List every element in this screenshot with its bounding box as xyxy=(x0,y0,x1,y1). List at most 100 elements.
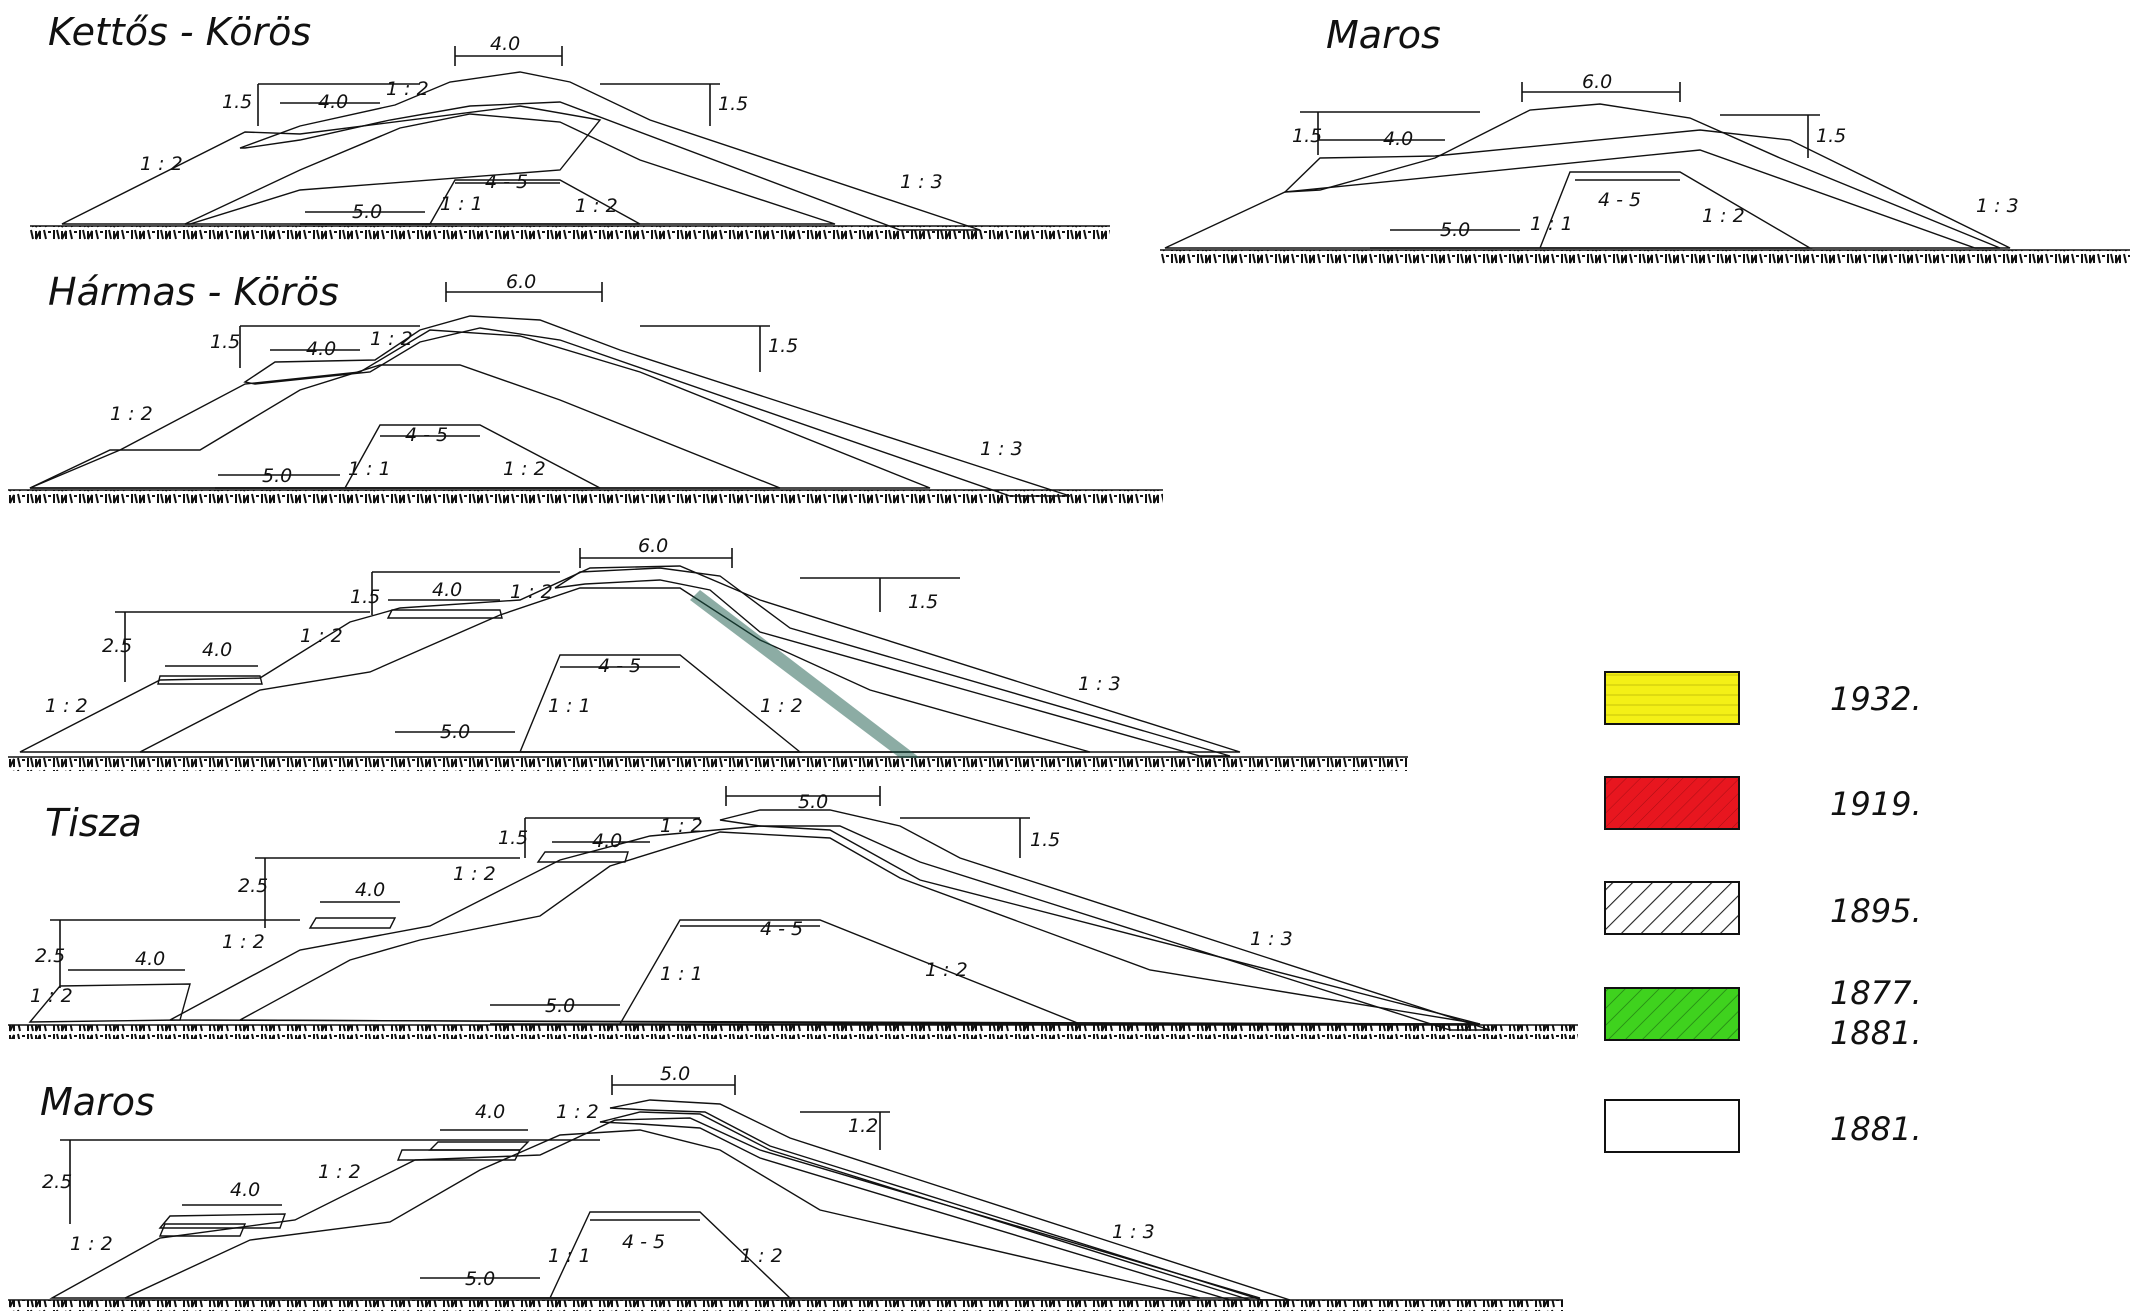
dim-right-height: 1.5 xyxy=(1816,125,1846,147)
layer-1895 xyxy=(1283,129,2011,249)
dim-base-width: 5.0 xyxy=(352,201,382,223)
layer-1895 xyxy=(19,565,1241,753)
section-maros-bottom: Maros 5.0 4.0 4.0 2.5 1.2 5.0 4 - 5 1 : … xyxy=(8,1063,1563,1311)
layer-1919 xyxy=(599,1111,1251,1301)
slope-label: 1 : 3 xyxy=(900,171,943,193)
legend-swatch-1881 xyxy=(1604,1099,1740,1153)
layer-1881-core xyxy=(490,919,1081,1025)
legend-item-1895: 1895. xyxy=(1604,881,1922,935)
layer-1919 xyxy=(239,71,981,231)
slope-label: 1 : 2 xyxy=(300,625,343,647)
dim-berm-width: 4.0 xyxy=(306,338,336,360)
slope-label: 1 : 1 xyxy=(348,458,391,480)
legend-item-1932: 1932. xyxy=(1604,671,1922,725)
slope-label: 1 : 2 xyxy=(222,931,265,953)
slope-label: 1 : 2 xyxy=(740,1245,783,1267)
section-maros-top: Maros 6.0 4.0 1.5 1.5 5.0 4 - 5 1 : 1 1 … xyxy=(1160,13,2130,264)
slope-label: 1 : 2 xyxy=(370,328,413,350)
dim-base-width: 5.0 xyxy=(545,995,575,1017)
slope-label: 1 : 3 xyxy=(1976,195,2019,217)
dim-berm-height: 1.5 xyxy=(350,586,380,608)
legend: 1932. 1919. 1895. 1877. 1881. 1881. xyxy=(1604,671,1922,1153)
section-middle: 6.0 4.0 1.5 4.0 2.5 1.5 5.0 4 - 5 1 : 2 … xyxy=(8,535,1408,771)
dim-berm-height: 1.5 xyxy=(498,827,528,849)
legend-swatch-1877-1881 xyxy=(1604,987,1740,1041)
dim-berm-width: 4.0 xyxy=(432,579,462,601)
legend-label-1932: 1932. xyxy=(1830,680,1922,718)
slope-label: 1 : 2 xyxy=(660,815,703,837)
dim-crest-width: 6.0 xyxy=(638,535,668,557)
layer-1919 xyxy=(157,675,263,685)
section-kettos-koros: Kettős - Körös 4.0 4.0 1.5 1.5 5.0 4 - 5… xyxy=(30,10,1110,240)
dim-base-width: 5.0 xyxy=(465,1268,495,1290)
dim-berm-height: 1.5 xyxy=(1292,125,1322,147)
legend-label-1877: 1877. xyxy=(1830,974,1922,1012)
slope-label: 1 : 2 xyxy=(110,403,153,425)
dim-berm2-height: 2.5 xyxy=(42,1171,72,1193)
section-title: Kettős - Körös xyxy=(48,10,311,54)
slope-label: 1 : 2 xyxy=(70,1233,113,1255)
layer-1919 xyxy=(386,609,503,619)
dim-berm-width: 4.0 xyxy=(1383,128,1413,150)
dim-core-width: 4 - 5 xyxy=(760,918,803,940)
layer-1877-1881 xyxy=(124,1129,1201,1299)
slope-label: 1 : 2 xyxy=(1702,205,1745,227)
layer-1877-1881 xyxy=(29,364,781,489)
dim-right-height: 1.5 xyxy=(908,591,938,613)
slope-label: 1 : 2 xyxy=(45,695,88,717)
layer-1895 xyxy=(169,825,1481,1025)
slope-label: 1 : 2 xyxy=(510,581,553,603)
layer-1877-1881 xyxy=(1164,103,2001,249)
slope-label: 1 : 2 xyxy=(556,1101,599,1123)
slope-label: 1 : 2 xyxy=(760,695,803,717)
slope-label: 1 : 2 xyxy=(453,863,496,885)
dim-berm2-height: 2.5 xyxy=(102,635,132,657)
layer-1895 xyxy=(61,105,602,225)
layer-1881-core xyxy=(410,1211,792,1299)
layer-1932 xyxy=(428,1141,530,1151)
legend-item-1919: 1919. xyxy=(1604,776,1922,830)
dim-berm2-width: 4.0 xyxy=(202,639,232,661)
section-title: Tisza xyxy=(45,801,142,845)
dim-crest-width: 6.0 xyxy=(1582,71,1612,93)
layer-1919 xyxy=(158,1223,247,1237)
dim-berm3-width: 4.0 xyxy=(135,948,165,970)
dim-right-height: 1.5 xyxy=(718,93,748,115)
layer-1919 xyxy=(536,851,629,863)
section-title: Hármas - Körös xyxy=(48,270,339,314)
slope-label: 1 : 2 xyxy=(318,1161,361,1183)
ground-line xyxy=(1160,250,2130,264)
legend-label-1881: 1881. xyxy=(1830,1110,1922,1148)
slope-label: 1 : 1 xyxy=(440,193,483,215)
section-title: Maros xyxy=(40,1080,155,1124)
layer-1881-core xyxy=(1370,171,1813,249)
dim-crest-width: 6.0 xyxy=(506,271,536,293)
slope-label: 1 : 3 xyxy=(1250,928,1293,950)
slope-label: 1 : 3 xyxy=(980,438,1023,460)
legend-label-1895: 1895. xyxy=(1830,892,1922,930)
slope-label: 1 : 2 xyxy=(386,78,429,100)
dim-core-width: 4 - 5 xyxy=(405,424,448,446)
dim-crest-width: 5.0 xyxy=(660,1063,690,1085)
slope-label: 1 : 2 xyxy=(575,195,618,217)
ground-line xyxy=(30,226,1110,240)
dim-right-height: 1.5 xyxy=(768,335,798,357)
layer-1877-1881 xyxy=(239,831,1481,1025)
slope-label: 1 : 1 xyxy=(548,695,591,717)
dim-berm-height: 1.5 xyxy=(222,91,252,113)
ground-line xyxy=(8,490,1163,504)
dim-core-width: 4 - 5 xyxy=(598,655,641,677)
dim-base-width: 5.0 xyxy=(262,465,292,487)
dim-crest-width: 5.0 xyxy=(798,791,828,813)
dim-right-height: 1.2 xyxy=(848,1115,878,1137)
slope-label: 1 : 3 xyxy=(1078,673,1121,695)
layer-1932 xyxy=(609,1099,1291,1301)
ground-line xyxy=(8,757,1408,771)
dim-core-width: 4 - 5 xyxy=(622,1231,665,1253)
slope-label: 1 : 1 xyxy=(660,963,703,985)
layer-1919 xyxy=(554,567,1231,757)
dim-crest-width: 4.0 xyxy=(490,33,520,55)
slope-label: 1 : 2 xyxy=(140,153,183,175)
dim-berm2-width: 4.0 xyxy=(230,1179,260,1201)
